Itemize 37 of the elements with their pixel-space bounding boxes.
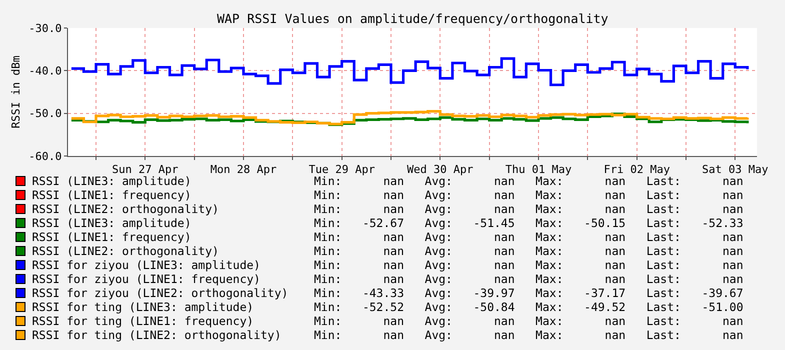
x-tick-label: Sat 03 May <box>702 163 769 176</box>
legend-label: RSSI (LINE3: amplitude) <box>32 216 192 230</box>
legend-label: RSSI (LINE2: orthogonality) <box>32 244 219 258</box>
y-tick-label: -60.0 <box>28 150 62 163</box>
y-tick-label: -50.0 <box>28 107 62 120</box>
text: Min: nan Avg: nan Max: nan Last: nan <box>314 202 744 216</box>
x-tick-label: Tue 29 Apr <box>308 163 376 176</box>
text: Min: -52.52 Avg: -50.84 Max: -49.52 Last: -51.00 <box>314 300 744 314</box>
legend-label: RSSI for ziyou (LINE1: frequency) <box>32 272 260 286</box>
legend-label: RSSI (LINE2: orthogonality) <box>32 202 219 216</box>
text: Min: nan Avg: nan Max: nan Last: nan <box>314 328 744 342</box>
legend-label: RSSI for ting (LINE2: orthogonality) <box>32 328 282 342</box>
legend-label: RSSI for ting (LINE3: amplitude) <box>32 300 254 314</box>
text: Min: nan Avg: nan Max: nan Last: nan <box>314 314 744 328</box>
y-tick-label: -40.0 <box>28 64 62 78</box>
legend-label: RSSI (LINE1: frequency) <box>32 188 192 202</box>
text: Min: nan Avg: nan Max: nan Last: nan <box>314 272 744 286</box>
text: Min: nan Avg: nan Max: nan Last: nan <box>314 244 744 258</box>
text: Min: -43.33 Avg: -39.97 Max: -37.17 Last: -39.67 <box>314 286 744 300</box>
text: Min: nan Avg: nan Max: nan Last: nan <box>314 174 744 188</box>
legend-label: RSSI for ting (LINE1: frequency) <box>32 314 254 328</box>
legend-label: RSSI for ziyou (LINE2: orthogonality) <box>32 286 288 300</box>
x-tick-label: Sun 27 Apr <box>112 163 179 176</box>
legend-label: RSSI for ziyou (LINE3: amplitude) <box>32 258 260 272</box>
x-tick-label: Fri 02 May <box>604 163 670 176</box>
chart-title: WAP RSSI Values on amplitude/frequency/orthogonality <box>217 11 609 26</box>
legend-label: RSSI (LINE1: frequency) <box>32 230 192 244</box>
text: Min: nan Avg: nan Max: nan Last: nan <box>314 188 744 202</box>
text: Min: nan Avg: nan Max: nan Last: nan <box>314 230 744 244</box>
text: Min: -52.67 Avg: -51.45 Max: -50.15 Last: -52.33 <box>314 216 744 230</box>
y-axis-title: RSSI in dBm <box>9 55 22 128</box>
text: Min: nan Avg: nan Max: nan Last: nan <box>314 258 744 272</box>
x-tick-label: Thu 01 May <box>505 163 572 176</box>
x-tick-label: Wed 30 Apr <box>407 163 474 176</box>
legend-label: RSSI (LINE3: amplitude) <box>32 174 192 188</box>
x-tick-label: Mon 28 Apr <box>210 163 277 176</box>
y-tick-label: -30.0 <box>28 22 62 35</box>
